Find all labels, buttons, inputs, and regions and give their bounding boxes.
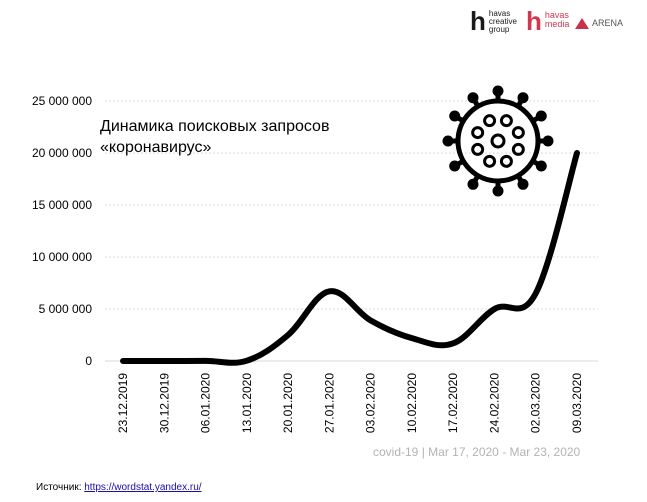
virus-spike-tip [535,110,547,122]
virus-spike-tip [467,178,479,190]
havas-media-logo-text: havas media [545,11,570,29]
arena-logo-text: ARENA [592,18,624,28]
y-axis-ticks: 0 5 000 000 10 000 000 15 000 000 20 000 000… [32,94,92,368]
virus-spike-tip [517,92,529,104]
virus-spike-tip [467,92,479,104]
x-tick-label: 06.01.2020 [199,373,213,433]
source-link[interactable]: https://wordstat.yandex.ru/ [84,482,202,493]
x-tick-label: 27.01.2020 [322,373,336,433]
havas-logo-text: havas creative group [489,10,517,34]
x-tick-label: 09.03.2020 [570,373,584,433]
x-tick-label: 10.02.2020 [405,373,419,433]
x-tick-label: 17.02.2020 [446,373,460,433]
virus-spike-tip [492,185,504,197]
footer-text: covid-19 | Mar 17, 2020 - Mar 23, 2020 [373,445,581,459]
havas-logo-line1: havas [488,9,511,18]
y-tick-label: 5 000 000 [39,302,93,316]
series-line [120,150,580,366]
virus-spike-tip [442,135,454,147]
x-tick-label: 02.03.2020 [529,373,543,433]
havas-media-logo-mark: h [526,6,542,36]
havas-media-logo: h havas media [526,8,569,34]
y-tick-label: 0 [85,354,92,368]
x-tick-label: 13.01.2020 [240,373,254,433]
source-label: Источник: [36,482,85,493]
y-tick-label: 20 000 000 [32,146,92,160]
x-tick-label: 23.12.2019 [116,373,130,433]
x-tick-label: 03.02.2020 [364,373,378,433]
havas-creative-group-logo: h havas creative group [470,8,517,34]
virus-spike-tip [449,160,461,172]
virus-dot [511,126,525,140]
virus-spike-tip [492,85,504,97]
x-tick-label: 20.01.2020 [281,373,295,433]
arena-logo: ARENA [575,18,623,29]
virus-dot [483,114,497,128]
x-tick-label: 30.12.2019 [157,373,171,433]
virus-dot [511,142,525,156]
arena-logo-triangle-icon [575,18,589,29]
source-note: Источник: https://wordstat.yandex.ru/ [36,482,202,493]
chart-title: Динамика поисковых запросов «коронавирус… [100,118,330,156]
virus-dot [483,154,497,168]
havas-logo-line3: group [488,25,510,34]
virus-dot [471,142,485,156]
virus-dot [499,154,513,168]
y-tick-label: 15 000 000 [32,198,92,212]
coronavirus-icon [442,85,554,197]
havas-logo-mark: h [470,6,486,36]
virus-spike-tip [535,160,547,172]
y-tick-label: 10 000 000 [32,250,92,264]
havas-logo-line2: creative [488,17,517,26]
havas-media-logo-line1: havas [544,10,569,20]
y-tick-label: 25 000 000 [32,94,92,108]
havas-media-logo-line2: media [544,19,570,29]
virus-spike-tip [542,135,554,147]
virus-dot [499,114,513,128]
virus-spike-tip [449,110,461,122]
x-axis-ticks: 23.12.2019 30.12.2019 06.01.2020 13.01.2020… [116,373,584,433]
virus-dot [471,126,485,140]
virus-spike-tip [517,178,529,190]
series-layer [120,150,580,366]
x-tick-label: 24.02.2020 [487,373,501,433]
